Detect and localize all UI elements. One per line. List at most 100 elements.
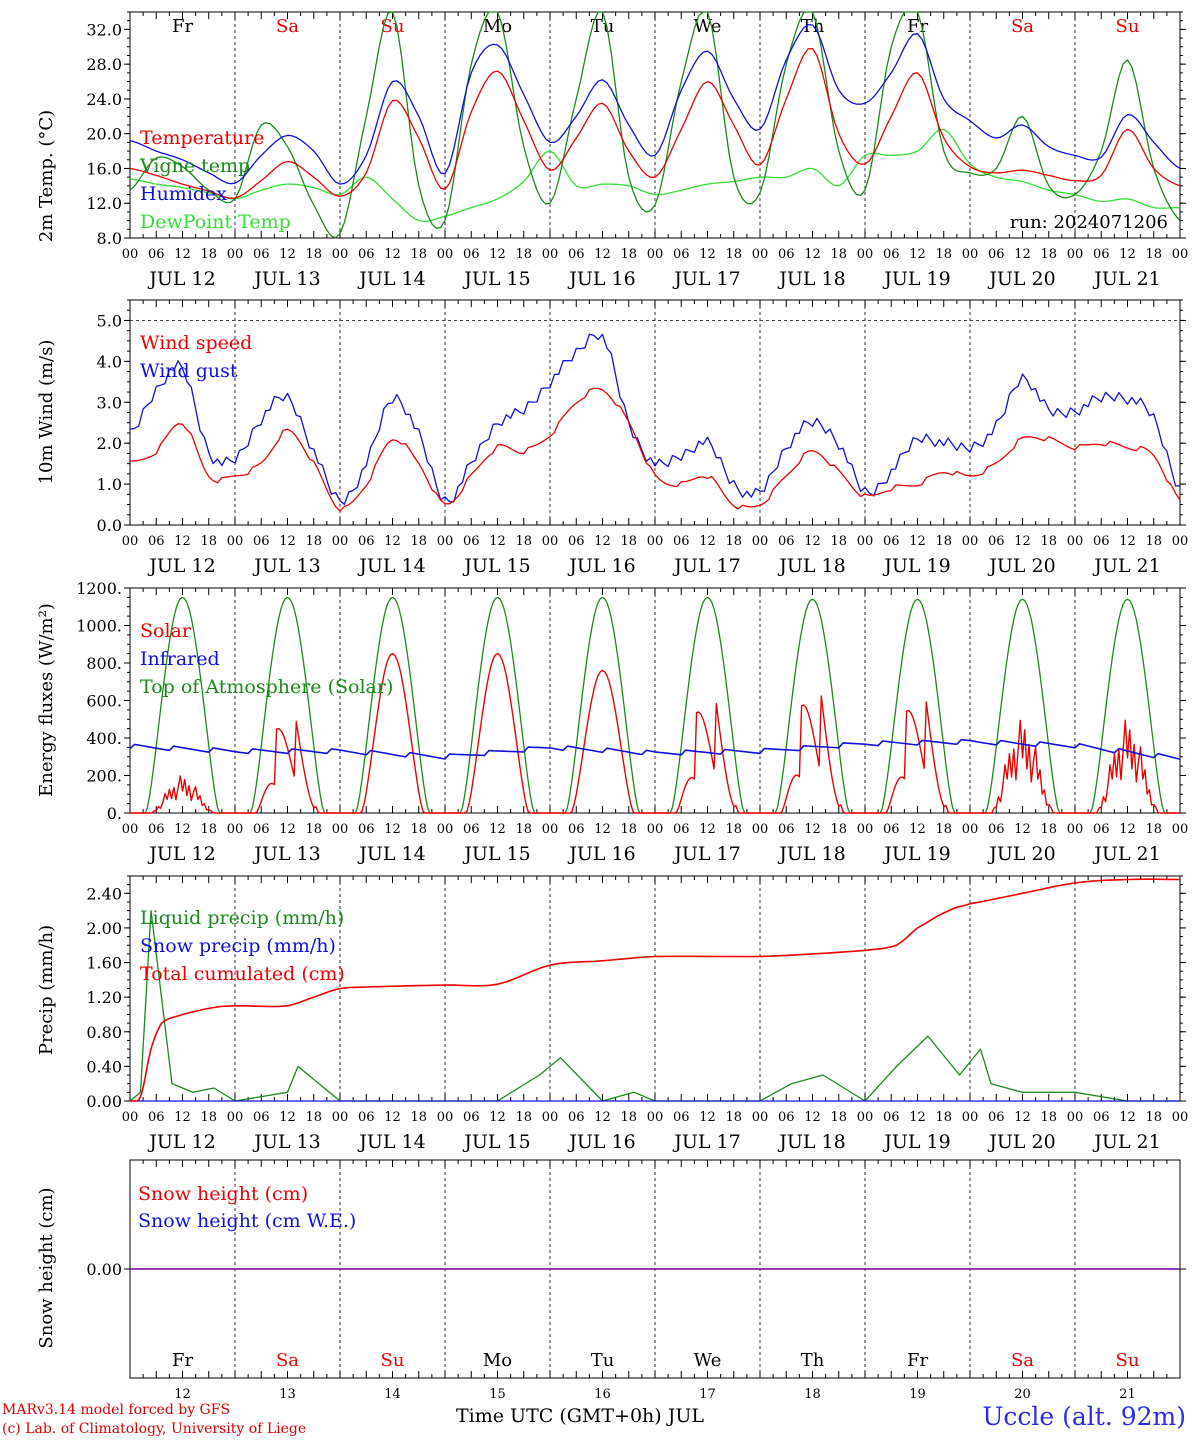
hour-label: 18 (830, 247, 847, 262)
hour-label: 18 (620, 247, 637, 262)
date-label: JUL 13 (252, 268, 320, 290)
hour-label: 18 (1040, 1110, 1057, 1125)
hour-label: 06 (568, 1110, 585, 1125)
hour-label: 00 (227, 1110, 244, 1125)
energy-axis-label: Energy fluxes (W/m²) (36, 603, 57, 797)
series-solar (130, 652, 1180, 814)
hour-label: 18 (620, 822, 637, 837)
y-tick-label: 24.0 (86, 90, 122, 109)
hour-label: 00 (122, 1110, 139, 1125)
date-label: JUL 16 (567, 555, 635, 577)
hour-label: 12 (699, 534, 716, 549)
day-number: 12 (174, 1387, 191, 1402)
date-label: JUL 12 (147, 1131, 215, 1153)
date-label: JUL 21 (1092, 1131, 1160, 1153)
hour-label: 06 (463, 1110, 480, 1125)
hour-label: 00 (542, 534, 559, 549)
hour-label: 12 (279, 534, 296, 549)
hour-label: 06 (778, 247, 795, 262)
weekday-label: Su (381, 1350, 405, 1371)
legend-total-cumulated-cm: Total cumulated (cm) (140, 963, 345, 985)
hour-label: 18 (200, 534, 217, 549)
date-label: JUL 15 (462, 843, 530, 865)
hour-label: 00 (122, 534, 139, 549)
y-tick-label: 16.0 (86, 159, 122, 178)
hour-label: 18 (515, 247, 532, 262)
hour-label: 06 (253, 1110, 270, 1125)
hour-label: 12 (909, 822, 926, 837)
hour-label: 12 (909, 534, 926, 549)
weekday-label: We (694, 1350, 722, 1371)
date-label: JUL 17 (672, 555, 740, 577)
weekday-label: Fr (172, 1350, 193, 1371)
hour-label: 12 (384, 534, 401, 549)
hour-label: 18 (305, 247, 322, 262)
date-label: JUL 18 (777, 843, 845, 865)
y-tick-label: 1.60 (86, 954, 122, 973)
legend-top-of-atmosphere-solar: Top of Atmosphere (Solar) (140, 676, 393, 698)
hour-label: 18 (725, 247, 742, 262)
hour-label: 06 (568, 822, 585, 837)
hour-label: 12 (594, 247, 611, 262)
hour-label: 06 (1093, 822, 1110, 837)
hour-label: 12 (384, 247, 401, 262)
hour-label: 18 (200, 1110, 217, 1125)
hour-label: 00 (332, 534, 349, 549)
date-label: JUL 15 (462, 268, 530, 290)
legend-solar: Solar (140, 620, 192, 642)
hour-label: 00 (332, 822, 349, 837)
wind-frame (129, 299, 1181, 526)
hour-label: 00 (1172, 822, 1189, 837)
y-tick-label: 800. (86, 654, 122, 673)
hour-label: 18 (410, 1110, 427, 1125)
hour-label: 00 (1067, 247, 1084, 262)
legend-snow-height-cm: Snow height (cm) (138, 1183, 308, 1205)
hour-label: 06 (1093, 247, 1110, 262)
hour-label: 06 (568, 247, 585, 262)
hour-label: 12 (1014, 247, 1031, 262)
hour-label: 12 (804, 822, 821, 837)
hour-label: 00 (962, 534, 979, 549)
hour-label: 18 (305, 822, 322, 837)
hour-label: 12 (1119, 1110, 1136, 1125)
hour-label: 06 (883, 534, 900, 549)
weekday-label: Sa (276, 1350, 299, 1371)
date-label: JUL 12 (147, 555, 215, 577)
model-credit: MARv3.14 model forced by GFS (2, 1402, 231, 1418)
legend-liquid-precip-mm-h: Liquid precip (mm/h) (140, 907, 344, 929)
hour-label: 18 (620, 1110, 637, 1125)
hour-label: 06 (883, 1110, 900, 1125)
date-label: JUL 21 (1092, 268, 1160, 290)
y-tick-label: 5.0 (97, 311, 122, 330)
hour-label: 00 (437, 1110, 454, 1125)
wind-panel (124, 299, 1186, 526)
date-label: JUL 14 (357, 555, 425, 577)
hour-label: 18 (935, 822, 952, 837)
y-tick-label: 0. (107, 804, 122, 823)
hour-label: 12 (489, 247, 506, 262)
date-label: JUL 18 (777, 268, 845, 290)
hour-label: 18 (935, 1110, 952, 1125)
weekday-label: Mo (483, 1350, 512, 1371)
station-name: Uccle (alt. 92m) (982, 1402, 1186, 1431)
hour-label: 06 (988, 822, 1005, 837)
weekday-label: Sa (1011, 1350, 1034, 1371)
hour-label: 18 (725, 534, 742, 549)
hour-label: 06 (778, 534, 795, 549)
date-label: JUL 18 (777, 555, 845, 577)
day-number: 13 (279, 1387, 296, 1402)
hour-label: 06 (253, 534, 270, 549)
hour-label: 12 (1014, 534, 1031, 549)
hour-label: 18 (830, 1110, 847, 1125)
hour-label: 12 (699, 822, 716, 837)
hour-label: 18 (1040, 822, 1057, 837)
day-number: 18 (804, 1387, 821, 1402)
hour-label: 00 (227, 247, 244, 262)
hour-label: 00 (542, 247, 559, 262)
hour-label: 00 (542, 822, 559, 837)
hour-label: 06 (673, 822, 690, 837)
legend-temperature: Temperature (140, 127, 264, 149)
hour-label: 00 (332, 247, 349, 262)
hour-label: 06 (1093, 1110, 1110, 1125)
hour-label: 18 (725, 1110, 742, 1125)
